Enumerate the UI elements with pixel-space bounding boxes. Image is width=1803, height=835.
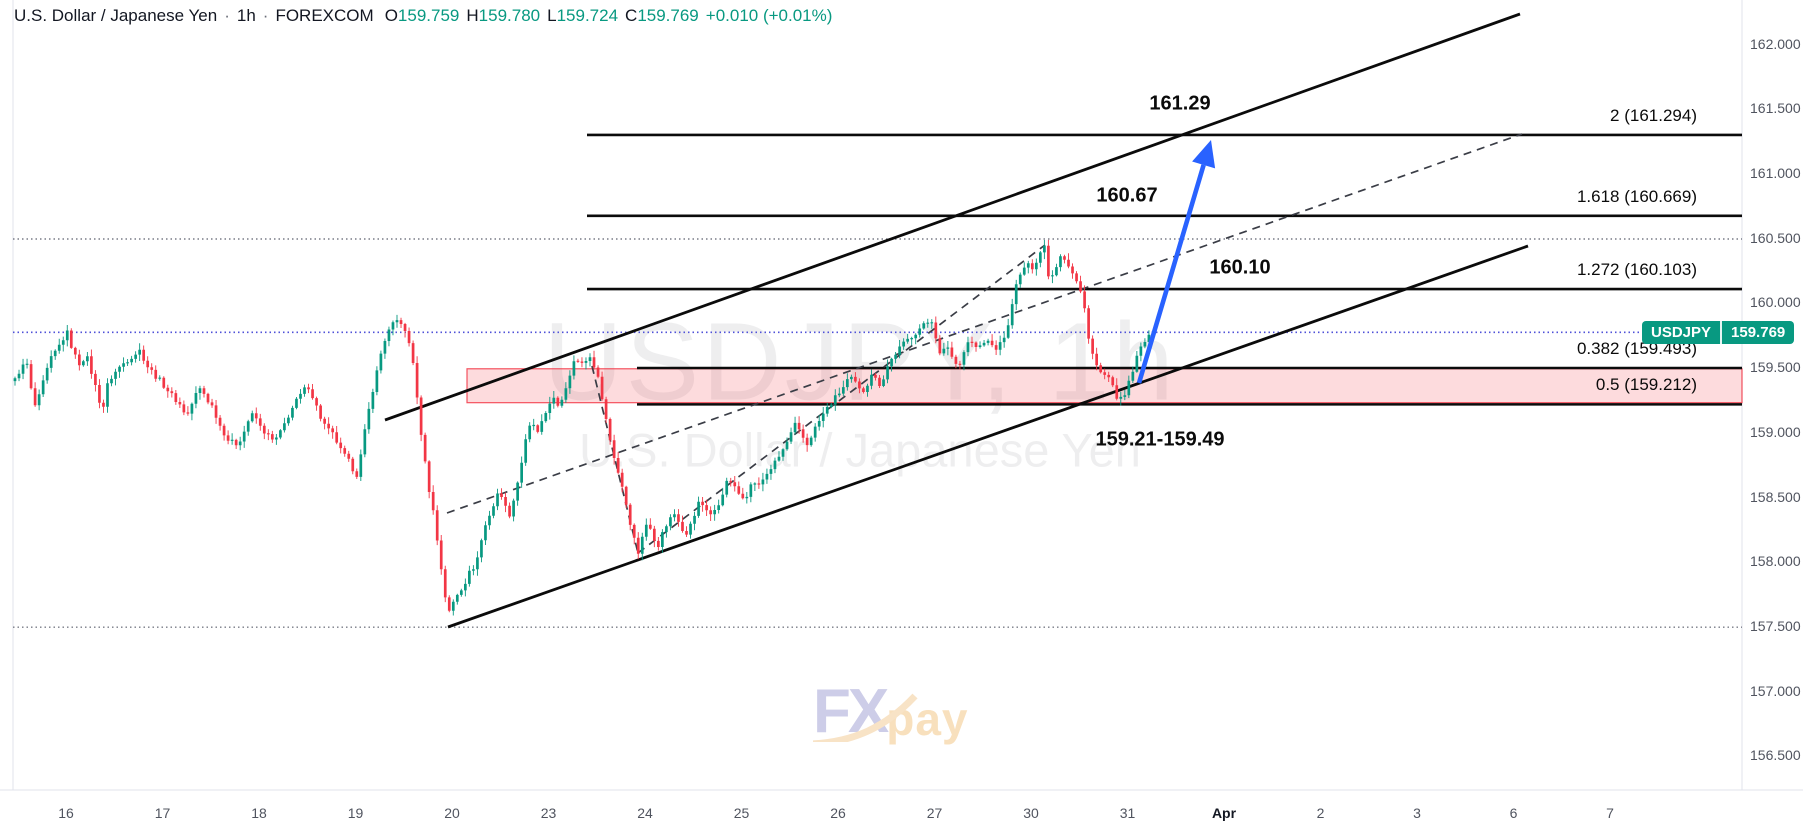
time-axis-label: 2	[1316, 805, 1325, 821]
candle-wicks-down	[30, 239, 1118, 613]
time-axis-label: 7	[1606, 805, 1614, 821]
time-axis-label: 23	[540, 805, 557, 821]
chart-legend[interactable]: U.S. Dollar / Japanese Yen · 1h · FOREXC…	[14, 6, 832, 26]
price-axis-label: 161.000	[1750, 165, 1801, 181]
time-axis-label: 6	[1509, 805, 1518, 821]
time-axis-label: 17	[154, 805, 171, 821]
price-axis-label: 157.500	[1750, 617, 1801, 634]
channel-upper-trendline[interactable]	[384, 12, 1521, 422]
time-axis-label: 3	[1413, 805, 1421, 821]
time-axis-label: 31	[1119, 805, 1136, 821]
time-axis-label: 27	[926, 805, 943, 821]
dashed-median-trendline[interactable]	[446, 133, 1523, 514]
dashed-recovery-segment[interactable]	[637, 244, 1046, 554]
price-axis-label: 160.500	[1750, 229, 1801, 246]
price-annotation-text[interactable]: 159.21-159.49	[1095, 428, 1225, 451]
candle-wicks-up	[14, 240, 1150, 616]
time-axis-label: Apr	[1211, 805, 1237, 821]
price-axis-label: 159.000	[1750, 423, 1801, 440]
time-axis-label: 30	[1023, 805, 1039, 821]
channel-lower-trendline[interactable]	[447, 244, 1529, 629]
price-axis-label: 156.500	[1750, 747, 1801, 764]
time-axis-label: 16	[58, 805, 74, 821]
price-annotation-text[interactable]: 161.29	[1149, 92, 1211, 115]
time-axis-label: 19	[347, 805, 364, 821]
projection-arrow-shaft[interactable]	[1136, 164, 1206, 384]
exchange-label[interactable]: FOREXCOM	[275, 6, 374, 25]
badge-symbol: USDJPY	[1651, 323, 1712, 341]
price-axis-label: 158.500	[1750, 488, 1801, 505]
time-axis-label: 25	[733, 805, 750, 821]
ohlc-high: H 159.780	[466, 6, 541, 25]
ohlc-low: L 159.724	[547, 6, 619, 25]
timeframe-label[interactable]: 1h	[236, 6, 256, 25]
price-axis-label: 157.000	[1750, 682, 1801, 699]
symbol-title[interactable]: U.S. Dollar / Japanese Yen	[14, 6, 218, 25]
time-axis-label: 26	[830, 805, 846, 821]
ohlc-open: O 159.759	[384, 6, 460, 25]
price-axis-label: 158.000	[1750, 553, 1801, 570]
candle-bodies-up	[13, 245, 1151, 611]
legend-separator: ·	[224, 6, 230, 25]
time-axis-label: 20	[444, 805, 460, 821]
time-axis-label: 24	[637, 805, 653, 821]
current-price-badge: USDJPY 159.769	[1642, 320, 1795, 344]
badge-price: 159.769	[1731, 323, 1786, 341]
price-change: +0.010 (+0.01%)	[705, 6, 833, 25]
badge-divider	[1720, 320, 1723, 344]
candle-bodies-down	[29, 245, 1119, 611]
ohlc-close: C 159.769	[625, 6, 699, 25]
price-annotation-text[interactable]: 160.10	[1209, 256, 1271, 279]
support-zone-rect[interactable]	[466, 368, 1743, 404]
price-annotation-text[interactable]: 160.67	[1096, 184, 1158, 207]
time-axis-label: 18	[251, 805, 267, 821]
price-axis-label: 159.500	[1750, 359, 1801, 376]
price-axis-label: 162.000	[1750, 35, 1801, 52]
legend-separator: ·	[262, 6, 269, 25]
price-axis-label: 161.500	[1750, 100, 1801, 117]
price-axis-label: 160.000	[1750, 294, 1801, 311]
projection-arrow-head[interactable]	[1192, 140, 1216, 169]
